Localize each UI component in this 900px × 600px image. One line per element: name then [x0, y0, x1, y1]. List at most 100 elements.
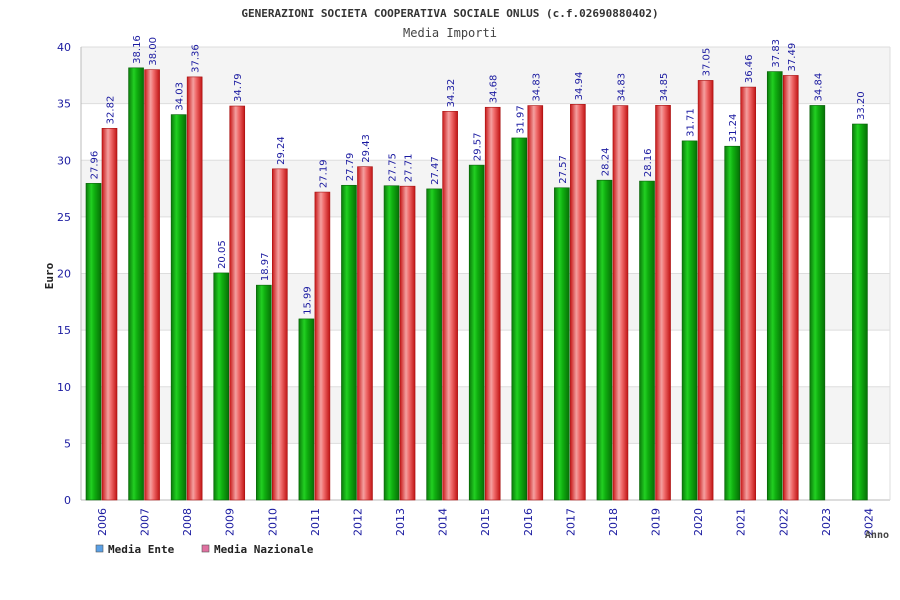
data-label: 34.83 — [531, 73, 542, 102]
x-tick-label: 2024 — [862, 508, 875, 536]
data-labels: 27.96 32.82 38.16 38.00 34.03 37.36 20.05 34.79… — [90, 35, 867, 315]
legend-swatch-media-nazionale — [201, 544, 210, 553]
data-label: 34.32 — [446, 79, 457, 108]
data-label: 34.03 — [175, 82, 186, 111]
bar-media-nazionale-2019 — [655, 105, 671, 501]
data-label: 37.05 — [702, 48, 713, 77]
bar-media-nazionale-2006 — [101, 128, 118, 501]
data-label: 34.68 — [489, 75, 500, 104]
y-axis-label: Euro — [43, 262, 56, 289]
data-label: 29.24 — [276, 136, 287, 165]
bar-media-nazionale-2012 — [357, 166, 373, 501]
chart-title: GENERAZIONI SOCIETA COOPERATIVA SOCIALE … — [241, 7, 658, 20]
bar-media-ente-2006 — [85, 183, 102, 501]
data-label: 33.20 — [856, 91, 867, 120]
data-label: 29.57 — [473, 132, 484, 161]
x-tick-label: 2012 — [351, 508, 364, 536]
x-tick-label: 2007 — [139, 508, 152, 536]
x-tick-label: 2017 — [564, 508, 577, 536]
x-tick-label: 2008 — [181, 508, 194, 536]
data-label: 31.97 — [515, 105, 526, 134]
data-label: 27.71 — [404, 154, 415, 183]
chart-subtitle: Media Importi — [403, 26, 497, 40]
bar-media-ente-2012 — [341, 184, 357, 501]
legend-label-media-nazionale: Media Nazionale — [214, 543, 314, 556]
y-tick-label: 5 — [64, 437, 71, 450]
y-axis-ticks: 0 5 10 15 20 25 30 35 40 — [57, 41, 71, 507]
bar-media-ente-2017 — [554, 187, 570, 501]
data-label: 28.24 — [600, 148, 611, 177]
data-label: 37.49 — [787, 43, 798, 72]
x-axis-label: Anno — [865, 530, 889, 541]
data-label: 28.16 — [643, 148, 654, 177]
bar-media-nazionale-2022 — [782, 75, 799, 501]
legend-swatch-media-ente — [95, 544, 104, 553]
bar-media-ente-2016 — [511, 137, 528, 501]
data-label: 27.57 — [558, 155, 569, 184]
bar-media-nazionale-2007 — [144, 69, 160, 501]
y-tick-label: 40 — [57, 41, 71, 54]
x-tick-label: 2015 — [479, 508, 492, 536]
bar-media-ente-2022 — [766, 71, 783, 501]
data-label: 34.83 — [616, 73, 627, 102]
bar-media-ente-2024 — [852, 123, 868, 501]
bar-media-ente-2011 — [298, 318, 315, 501]
x-tick-label: 2019 — [650, 508, 663, 536]
x-axis-ticks: 2006 2007 2008 2009 2010 2011 2012 2013 2014 2015… — [96, 508, 875, 536]
bar-media-ente-2013 — [383, 185, 400, 501]
data-label: 27.47 — [430, 156, 441, 185]
bar-media-nazionale-2013 — [399, 185, 416, 501]
data-label: 34.85 — [659, 73, 670, 102]
bar-media-nazionale-2011 — [314, 191, 331, 501]
x-tick-label: 2013 — [394, 508, 407, 536]
data-label: 37.83 — [771, 39, 782, 68]
x-tick-label: 2016 — [522, 508, 535, 536]
y-tick-label: 20 — [57, 268, 71, 281]
data-label: 27.79 — [345, 153, 356, 182]
y-tick-label: 30 — [57, 154, 71, 167]
bar-media-nazionale-2008 — [186, 76, 203, 501]
bar-media-nazionale-2009 — [229, 105, 246, 501]
data-label: 31.24 — [728, 114, 739, 143]
data-label: 27.96 — [90, 151, 101, 180]
y-tick-label: 25 — [57, 211, 71, 224]
bar-media-ente-2009 — [213, 272, 230, 501]
x-tick-label: 2018 — [607, 508, 620, 536]
bar-media-ente-2019 — [639, 180, 655, 501]
x-tick-label: 2023 — [820, 508, 833, 536]
x-tick-label: 2006 — [96, 508, 109, 536]
data-label: 15.99 — [302, 286, 313, 315]
bar-media-nazionale-2021 — [740, 86, 756, 501]
bar-media-ente-2021 — [724, 145, 740, 501]
bars — [85, 67, 868, 501]
bar-media-nazionale-2015 — [484, 106, 501, 501]
data-label: 37.36 — [191, 44, 202, 73]
bar-media-nazionale-2014 — [442, 111, 458, 501]
bar-media-ente-2023 — [809, 105, 826, 501]
bar-media-ente-2007 — [128, 67, 144, 501]
y-tick-label: 10 — [57, 381, 71, 394]
data-label: 27.19 — [318, 159, 329, 188]
x-tick-label: 2021 — [735, 508, 748, 536]
x-tick-label: 2022 — [777, 508, 790, 536]
legend-label-media-ente: Media Ente — [108, 543, 175, 556]
x-tick-label: 2009 — [224, 508, 237, 536]
bar-media-ente-2008 — [170, 114, 187, 501]
bar-media-ente-2010 — [256, 284, 272, 501]
x-tick-label: 2010 — [266, 508, 279, 536]
data-label: 34.84 — [813, 73, 824, 102]
bar-media-nazionale-2010 — [272, 168, 288, 501]
data-label: 34.94 — [574, 72, 585, 101]
y-tick-label: 0 — [64, 494, 71, 507]
bar-media-ente-2020 — [681, 140, 698, 501]
bar-media-nazionale-2020 — [697, 80, 714, 501]
data-label: 34.79 — [233, 73, 244, 102]
bar-media-nazionale-2018 — [612, 105, 629, 501]
data-label: 29.43 — [361, 134, 372, 163]
y-tick-label: 15 — [57, 324, 71, 337]
bar-media-ente-2014 — [426, 188, 442, 501]
data-label: 18.97 — [260, 253, 271, 282]
x-tick-label: 2014 — [437, 508, 450, 536]
x-tick-label: 2020 — [692, 508, 705, 536]
